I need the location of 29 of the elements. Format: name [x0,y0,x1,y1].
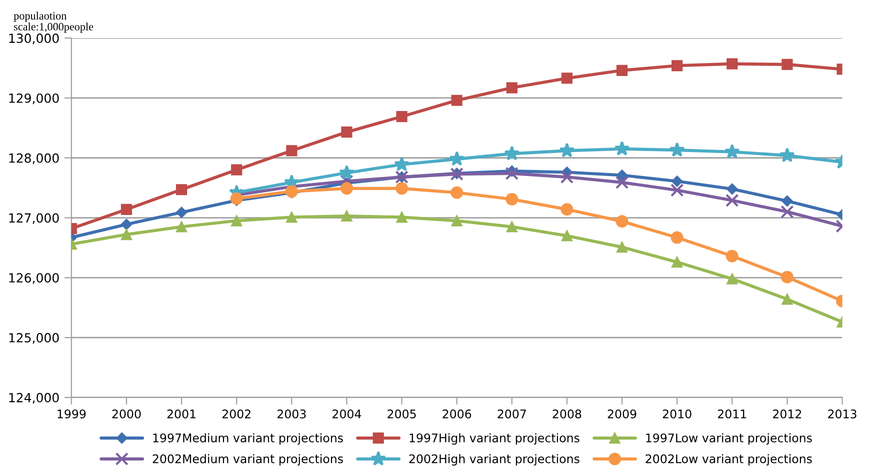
x-tick-label: 2010 [662,409,692,418]
y-tick-label: 130,000 [9,34,59,44]
x-tick-label: 2009 [608,409,636,418]
legend-label: 1997Medium variant projections [153,433,343,445]
x-tick-label: 2008 [552,409,582,418]
x-tick-label: 1999 [58,409,86,418]
legend-label: 1997Low variant projections [646,433,812,445]
y-tick-label: 124,000 [9,392,59,404]
y-axis-title: populaotion scale:1,000people [14,12,94,33]
x-tick-label: 2012 [773,409,802,418]
x-tick-label: 2011 [718,409,746,418]
legend-label: 1997High variant projections [410,433,580,445]
x-tick-label: 2002 [222,409,250,418]
legend-label: 2002High variant projections [409,454,580,466]
x-tick-label: 2004 [332,409,362,418]
y-tick-label: 129,000 [9,93,59,104]
x-tick-label: 2003 [278,409,306,418]
x-tick-label: 2000 [112,409,141,418]
y-tick-label: 127,000 [9,213,59,224]
y-tick-label: 125,000 [9,333,59,344]
legend-label: 2002Medium variant projections [152,454,343,466]
x-tick-label: 2005 [388,409,416,418]
x-tick-label: 2007 [498,409,526,418]
y-tick-label: 128,000 [9,153,59,164]
legend-label: 2002Low variant projections [646,454,812,466]
y-tick-label: 126,000 [9,273,59,284]
x-tick-label: 2013 [828,409,856,418]
x-tick-label: 2006 [442,409,472,418]
x-tick-label: 2001 [167,409,196,418]
